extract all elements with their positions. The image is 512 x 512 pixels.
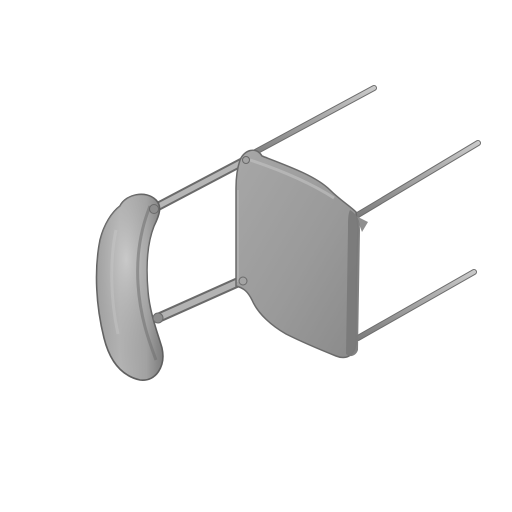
back-support-rods: [148, 155, 251, 323]
leg-rods: [245, 85, 481, 341]
joints: [149, 156, 250, 324]
back-rest: [95, 193, 164, 381]
seat-panel: [235, 149, 360, 359]
